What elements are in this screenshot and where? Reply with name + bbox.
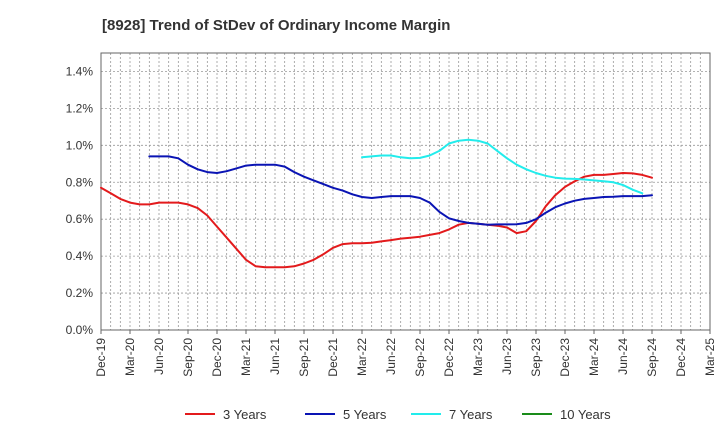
x-tick-label: Dec-21 [326,338,340,377]
x-tick-label: Jun-22 [384,338,398,375]
x-tick-label: Mar-23 [471,338,485,376]
x-tick-label: Sep-22 [413,338,427,377]
legend-label: 10 Years [560,407,611,422]
grid [101,53,710,330]
legend-label: 3 Years [223,407,267,422]
series-line-1 [100,172,653,269]
x-tick-label: Jun-24 [616,338,630,375]
x-tick-label: Mar-25 [703,338,717,376]
x-tick-label: Mar-22 [355,338,369,376]
y-tick-label: 1.4% [66,64,94,78]
y-tick-label: 0.0% [66,323,94,337]
y-tick-label: 0.4% [66,249,94,263]
x-tick-label: Dec-19 [94,338,108,377]
x-tick-label: Jun-20 [152,338,166,375]
x-tick-label: Sep-24 [645,338,659,377]
series-line-2 [148,155,653,226]
x-tick-label: Sep-20 [181,338,195,377]
y-tick-label: 1.2% [66,101,94,115]
y-tick-label: 0.8% [66,175,94,189]
legend-label: 5 Years [343,407,387,422]
y-tick-label: 0.6% [66,212,94,226]
series-line-3 [361,138,644,195]
y-tick-label: 0.2% [66,286,94,300]
y-axis: 0.0% 0.2% 0.4% 0.6% 0.8% 1.0% 1.2% 1.4% [66,64,94,337]
x-tick-label: Sep-21 [297,338,311,377]
legend: 3 Years 5 Years 7 Years 10 Years [185,407,611,422]
x-tick-label: Dec-20 [210,338,224,377]
series-lines [100,138,653,269]
x-tick-label: Jun-21 [268,338,282,375]
plot-frame [100,52,711,331]
x-axis: Dec-19 Mar-20 Jun-20 Sep-20 Dec-20 Mar-21 Jun-… [94,330,717,377]
x-tick-label: Sep-23 [529,338,543,377]
x-tick-label: Dec-24 [674,338,688,377]
x-tick-label: Dec-22 [442,338,456,377]
x-tick-label: Jun-23 [500,338,514,375]
chart-title: [8928] Trend of StDev of Ordinary Income… [102,17,450,34]
legend-label: 7 Years [449,407,493,422]
x-tick-label: Mar-21 [239,338,253,376]
y-tick-label: 1.0% [66,138,94,152]
x-tick-label: Mar-24 [587,338,601,376]
x-tick-label: Mar-20 [123,338,137,376]
x-tick-label: Dec-23 [558,338,572,377]
